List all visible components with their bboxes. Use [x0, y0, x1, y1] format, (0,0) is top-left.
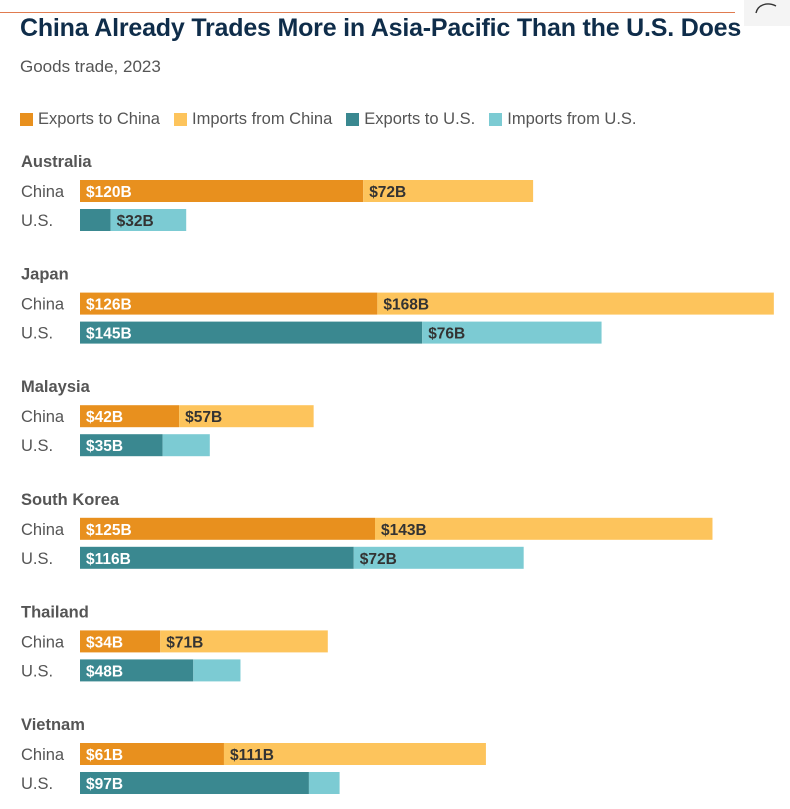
row-label: China — [21, 633, 65, 651]
legend-item-exports-us: Exports to U.S. — [346, 110, 475, 129]
bar-segment-imports-from-u-s — [110, 209, 187, 231]
legend-label: Imports from U.S. — [507, 110, 637, 128]
legend-swatch-exports-china — [20, 113, 33, 126]
data-label: $32B — [117, 213, 154, 230]
bar-segment-imports-from-u-s — [422, 321, 602, 344]
bar-segment-exports-to-u-s — [80, 772, 309, 794]
row-label: China — [21, 521, 65, 539]
corner-mark — [744, 0, 790, 26]
row-label: U.S. — [21, 662, 53, 680]
row-label: China — [21, 408, 65, 426]
bar-segment-imports-from-china — [377, 292, 774, 315]
swirl-icon — [755, 3, 777, 14]
row-label: U.S. — [21, 775, 53, 793]
data-label: $125B — [86, 522, 132, 539]
bar-segment-exports-to-china — [80, 292, 378, 315]
data-label: $126B — [86, 297, 132, 314]
bar-segment-imports-from-u-s — [353, 546, 524, 569]
data-label: $42B — [86, 409, 123, 426]
data-label: $111B — [230, 747, 274, 764]
bar-segment-exports-to-u-s — [80, 659, 194, 682]
legend-swatch-imports-china — [173, 113, 187, 126]
data-label: $34B — [86, 634, 123, 651]
legend-item-imports-china: Imports from China — [173, 110, 333, 129]
bar-segment-imports-from-u-s — [193, 659, 241, 682]
legend-item-imports-us: Imports from U.S. — [489, 110, 637, 129]
data-label: $120B — [86, 184, 132, 201]
data-label: $61B — [86, 747, 123, 764]
bar-segment-exports-to-u-s — [80, 546, 354, 569]
bar-segment-imports-from-china — [160, 630, 328, 653]
row-label: U.S. — [21, 212, 53, 230]
data-label: $57B — [185, 409, 222, 426]
top-rule — [0, 12, 735, 13]
bar-segment-exports-to-u-s — [80, 434, 163, 457]
legend-label: Imports from China — [191, 110, 333, 128]
data-label: $35B — [86, 438, 123, 455]
row-label: China — [21, 296, 65, 314]
chart-title: China Already Trades More in Asia-Pacifi… — [20, 14, 742, 42]
bar-segment-imports-from-china — [179, 405, 314, 428]
row-label: U.S. — [21, 437, 53, 455]
data-label: $97B — [86, 776, 123, 793]
legend-label: Exports to China — [38, 110, 160, 128]
row-label: China — [21, 183, 65, 201]
row-label: U.S. — [21, 550, 53, 568]
row-label: U.S. — [21, 325, 53, 343]
bar-segment-exports-to-china — [80, 405, 180, 428]
group-label-thailand: Thailand — [21, 603, 89, 621]
data-label: $145B — [86, 326, 132, 343]
group-label-vietnam: Vietnam — [21, 716, 85, 734]
data-label: $72B — [369, 184, 406, 201]
bar-segment-imports-from-china — [223, 743, 486, 765]
bar-segment-exports-to-china — [80, 180, 364, 202]
bar-segment-exports-to-china — [80, 517, 375, 540]
bar-segment-exports-to-u-s — [80, 209, 111, 231]
chart-subtitle: Goods trade, 2023 — [20, 57, 161, 76]
data-label: $48B — [86, 663, 123, 680]
group-label-malaysia: Malaysia — [21, 378, 91, 396]
bar-segment-imports-from-china — [363, 180, 534, 202]
group-label-japan: Japan — [21, 266, 69, 284]
group-label-south-korea: South Korea — [21, 491, 120, 509]
row-label: China — [21, 746, 65, 764]
data-label: $72B — [360, 551, 397, 568]
data-label: $76B — [428, 326, 465, 343]
bar-segment-imports-from-u-s — [162, 434, 210, 457]
data-label: $71B — [166, 634, 203, 651]
bar-segment-imports-from-china — [375, 517, 713, 540]
bar-segment-imports-from-u-s — [308, 772, 340, 794]
data-label: $116B — [86, 551, 131, 568]
data-label: $168B — [383, 297, 429, 314]
legend-item-exports-china: Exports to China — [20, 110, 160, 129]
legend-label: Exports to U.S. — [364, 110, 476, 128]
bar-segment-exports-to-china — [80, 630, 161, 653]
legend-swatch-exports-us — [346, 113, 360, 126]
legend: Exports to China Imports from China Expo… — [20, 110, 637, 129]
group-label-australia: Australia — [21, 153, 92, 171]
bar-segment-exports-to-china — [80, 743, 224, 765]
legend-swatch-imports-us — [489, 113, 503, 126]
data-label: $143B — [381, 522, 427, 539]
bar-segment-exports-to-u-s — [80, 321, 423, 344]
